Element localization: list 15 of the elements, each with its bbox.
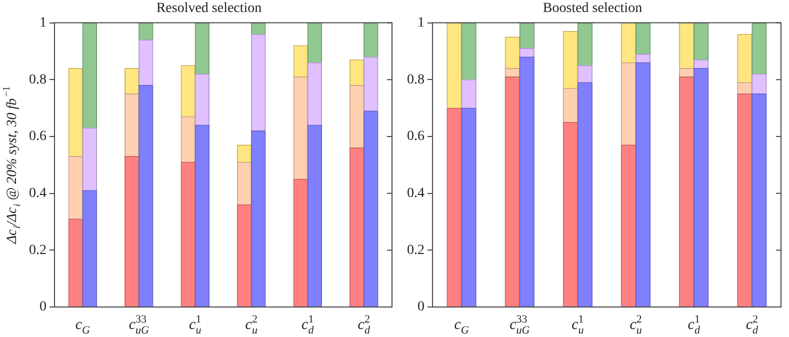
y-tick-label: 0 [418,300,424,315]
y-tick-label: 0.2 [407,242,424,258]
y-tick-label: 0.6 [29,129,46,144]
y-tick-label: 0.8 [29,72,46,88]
y-tick-label: 0 [40,300,46,315]
y-tick-label: 0.4 [29,186,46,201]
y-tick-label: 0.4 [407,186,424,201]
y-tick-label: 1 [418,15,424,30]
y-tick-label: 0.8 [407,72,424,88]
y-tick-label: 0.2 [29,242,46,258]
y-axis-title: Δci/Δci @ 20% syst, 30 fb−1 [2,86,24,245]
y-tick-label: 0.6 [407,129,424,144]
y-tick-label: 1 [40,15,46,30]
chart-title: Boosted selection [542,1,642,16]
chart-title: Resolved selection [156,1,262,16]
